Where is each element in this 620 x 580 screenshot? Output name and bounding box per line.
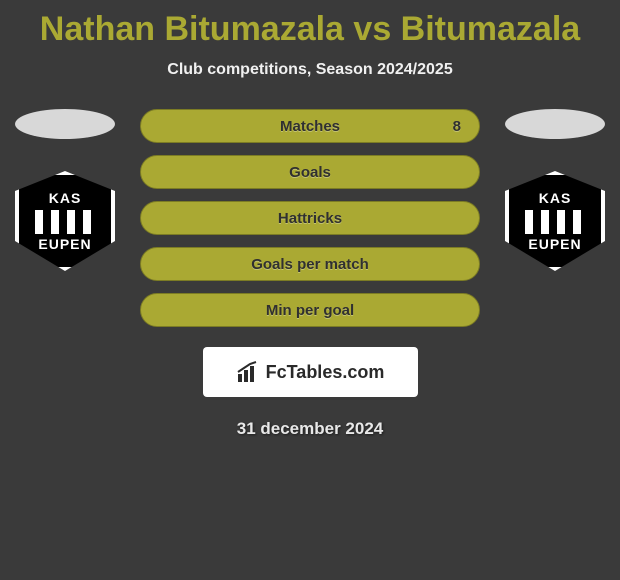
left-player-column: KAS EUPEN <box>10 109 120 271</box>
stat-value-right: 8 <box>453 118 461 135</box>
left-badge-stripes <box>35 210 95 234</box>
chart-icon <box>236 360 260 384</box>
brand-text: FcTables.com <box>266 362 385 383</box>
stat-row-min-per-goal: Min per goal <box>140 293 480 327</box>
stats-column: Matches 8 Goals Hattricks Goals per matc… <box>140 109 480 327</box>
right-badge-line2: EUPEN <box>528 236 581 252</box>
date-label: 31 december 2024 <box>237 419 384 439</box>
left-badge-line2: EUPEN <box>38 236 91 252</box>
stat-label: Goals <box>289 164 331 181</box>
right-player-column: KAS EUPEN <box>500 109 610 271</box>
stat-row-goals-per-match: Goals per match <box>140 247 480 281</box>
comparison-widget: Nathan Bitumazala vs Bitumazala Club com… <box>0 0 620 580</box>
brand-link[interactable]: FcTables.com <box>203 347 418 397</box>
left-player-headshot-placeholder <box>15 109 115 139</box>
stat-row-goals: Goals <box>140 155 480 189</box>
right-player-headshot-placeholder <box>505 109 605 139</box>
stat-label: Matches <box>280 118 340 135</box>
right-club-badge: KAS EUPEN <box>505 171 605 271</box>
page-subtitle: Club competitions, Season 2024/2025 <box>167 61 452 79</box>
stat-row-hattricks: Hattricks <box>140 201 480 235</box>
right-badge-line1: KAS <box>539 190 572 206</box>
left-badge-line1: KAS <box>49 190 82 206</box>
stat-label: Hattricks <box>278 210 342 227</box>
main-area: KAS EUPEN Matches 8 Goals Hattricks Goal… <box>0 109 620 327</box>
right-badge-stripes <box>525 210 585 234</box>
stat-label: Min per goal <box>266 302 354 319</box>
stat-row-matches: Matches 8 <box>140 109 480 143</box>
page-title: Nathan Bitumazala vs Bitumazala <box>40 10 580 49</box>
left-club-badge: KAS EUPEN <box>15 171 115 271</box>
stat-label: Goals per match <box>251 256 369 273</box>
